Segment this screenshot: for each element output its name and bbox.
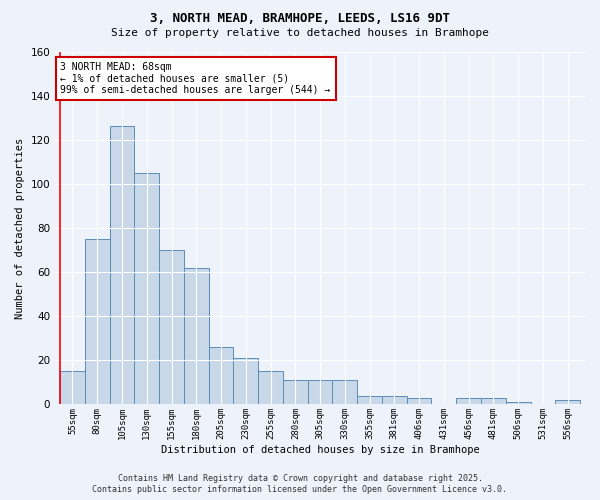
Bar	[382, 396, 407, 404]
Y-axis label: Number of detached properties: Number of detached properties	[15, 138, 25, 318]
Bar	[506, 402, 530, 404]
Bar	[110, 126, 134, 404]
Bar	[308, 380, 332, 404]
Text: 3, NORTH MEAD, BRAMHOPE, LEEDS, LS16 9DT: 3, NORTH MEAD, BRAMHOPE, LEEDS, LS16 9DT	[150, 12, 450, 26]
Text: 3 NORTH MEAD: 68sqm
← 1% of detached houses are smaller (5)
99% of semi-detached: 3 NORTH MEAD: 68sqm ← 1% of detached hou…	[61, 62, 331, 96]
Bar	[184, 268, 209, 404]
Bar	[85, 239, 110, 404]
Bar	[159, 250, 184, 404]
Bar	[209, 347, 233, 405]
Bar	[233, 358, 258, 405]
X-axis label: Distribution of detached houses by size in Bramhope: Distribution of detached houses by size …	[161, 445, 479, 455]
Text: Contains HM Land Registry data © Crown copyright and database right 2025.
Contai: Contains HM Land Registry data © Crown c…	[92, 474, 508, 494]
Bar	[357, 396, 382, 404]
Bar	[555, 400, 580, 404]
Bar	[283, 380, 308, 404]
Bar	[456, 398, 481, 404]
Bar	[60, 372, 85, 404]
Bar	[332, 380, 357, 404]
Bar	[258, 372, 283, 404]
Text: Size of property relative to detached houses in Bramhope: Size of property relative to detached ho…	[111, 28, 489, 38]
Bar	[134, 173, 159, 404]
Bar	[481, 398, 506, 404]
Bar	[407, 398, 431, 404]
